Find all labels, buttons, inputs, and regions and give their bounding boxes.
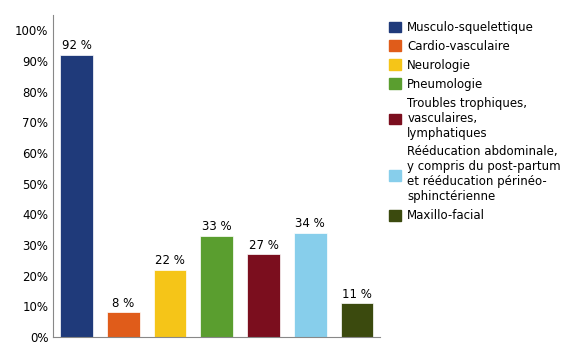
Bar xyxy=(107,312,140,337)
Text: 27 %: 27 % xyxy=(249,239,279,252)
Bar xyxy=(294,233,327,337)
Text: 33 %: 33 % xyxy=(202,220,231,233)
Bar xyxy=(247,254,280,337)
Bar xyxy=(340,303,373,337)
Text: 11 %: 11 % xyxy=(342,288,372,301)
Text: 8 %: 8 % xyxy=(112,297,134,310)
Text: 22 %: 22 % xyxy=(155,254,185,267)
Text: 34 %: 34 % xyxy=(295,217,325,230)
Bar xyxy=(200,236,233,337)
Legend: Musculo-squelettique, Cardio-vasculaire, Neurologie, Pneumologie, Troubles troph: Musculo-squelettique, Cardio-vasculaire,… xyxy=(389,21,561,222)
Bar xyxy=(60,55,93,337)
Bar xyxy=(153,270,186,337)
Text: 92 %: 92 % xyxy=(62,39,92,53)
